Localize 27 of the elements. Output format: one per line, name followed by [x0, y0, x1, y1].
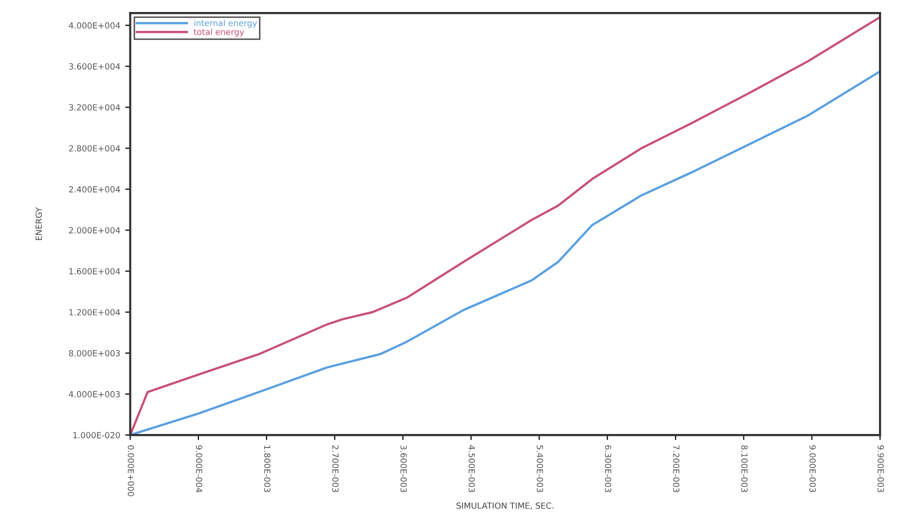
y-tick-label: 3.600E+004	[69, 63, 120, 70]
y-axis-title: ENERGY	[36, 207, 42, 240]
x-tick-label: 1.800E-003	[264, 446, 270, 492]
x-tick-label: 7.200E-003	[673, 445, 680, 492]
x-tick-label: 6.300E-003	[604, 445, 612, 492]
x-tick-label: 3.600E-003	[400, 445, 407, 492]
y-tick-label: 8.000E+003	[69, 350, 120, 356]
text: internal energy	[194, 20, 257, 28]
y-tick-label: 2.800E+004	[69, 145, 120, 152]
y-tick-label: 1.200E+004	[69, 309, 120, 316]
x-axis-title: SIMULATION TIME, SEC.	[456, 502, 554, 510]
x-tick-label: 4.500E-003	[468, 445, 475, 492]
y-tick-label: 4.000E+004	[68, 22, 120, 29]
x-tick-label: 5.400E-003	[536, 445, 544, 492]
y-tick-label: 3.200E+004	[69, 104, 120, 111]
x-tick-label: 9.900E-003	[878, 445, 884, 492]
y-tick-label: 2.000E+004	[69, 227, 120, 234]
x-tick-label: 9.000E-004	[196, 445, 202, 492]
text: total energy	[194, 28, 244, 37]
x-tick-label: 8.100E-003	[741, 445, 748, 492]
y-tick-label: 2.400E+004	[69, 186, 120, 192]
x-tick-label: 0.000E+000	[128, 445, 134, 496]
y-tick-label: 4.000E+003	[68, 391, 120, 398]
x-tick-label: 2.700E-003	[332, 445, 339, 492]
y-tick-label: 1.000E-020	[73, 432, 120, 438]
x-tick-label: 9.000E-003	[809, 445, 816, 492]
y-tick-label: 1.600E+004	[69, 268, 120, 274]
